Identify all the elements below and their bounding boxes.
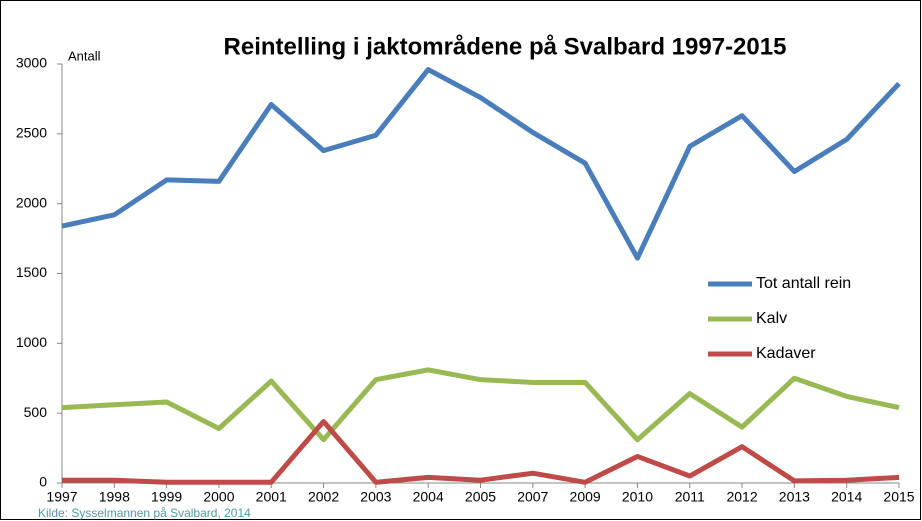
x-tick-label: 2003 <box>360 489 391 505</box>
x-tick-label: 2012 <box>726 489 757 505</box>
y-tick-label: 1000 <box>16 334 47 350</box>
y-tick-label: 0 <box>39 474 47 490</box>
x-tick-label: 2011 <box>675 489 705 505</box>
source-note: Kilde: Sysselmannen på Svalbard, 2014 <box>38 506 251 520</box>
x-tick-label: 2005 <box>465 489 496 505</box>
y-tick-label: 500 <box>24 404 48 420</box>
y-tick-label: 3000 <box>16 55 47 71</box>
y-tick-label: 1500 <box>16 264 47 280</box>
legend-label: Kadaver <box>756 345 816 362</box>
x-tick-label: 2015 <box>883 489 914 505</box>
x-tick-label: 2004 <box>413 489 444 505</box>
series-line <box>61 367 900 443</box>
x-tick-label: 2007 <box>517 489 548 505</box>
x-tick-label: 2013 <box>779 489 810 505</box>
series-line <box>61 67 901 261</box>
y-axis-label: Antall <box>68 48 101 63</box>
legend-label: Tot antall rein <box>756 275 851 292</box>
y-tick-label: 2500 <box>16 125 47 141</box>
x-tick-label: 2002 <box>308 489 339 505</box>
x-tick-label: 2010 <box>622 489 653 505</box>
x-tick-label: 2009 <box>570 489 601 505</box>
x-tick-label: 2000 <box>203 489 234 505</box>
y-tick-label: 2000 <box>16 194 47 210</box>
x-tick-label: 2014 <box>831 489 862 505</box>
x-tick-label: 1999 <box>151 489 182 505</box>
series-line <box>62 419 900 485</box>
legend-label: Kalv <box>756 310 787 327</box>
chart-title: Reintelling i jaktområdene på Svalbard 1… <box>224 33 787 60</box>
x-tick-label: 1997 <box>46 489 77 505</box>
x-tick-label: 2001 <box>256 489 287 505</box>
x-tick-label: 1998 <box>99 489 130 505</box>
